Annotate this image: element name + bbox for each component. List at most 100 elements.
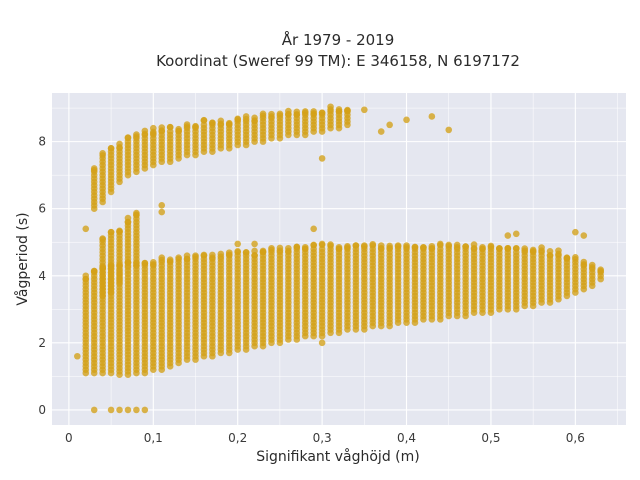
wind-sea-point: [82, 275, 90, 283]
wind-sea-point: [403, 242, 410, 249]
wind-sea-point: [529, 246, 537, 254]
outlier-point: [386, 121, 393, 129]
swell-point: [242, 115, 250, 123]
outlier-point: [580, 232, 588, 239]
swell-point: [335, 108, 343, 115]
wind-sea-point: [470, 241, 478, 248]
wind-sea-point: [352, 242, 360, 249]
wind-sea-point: [580, 258, 588, 266]
y-tick-label: 4: [38, 269, 46, 283]
wind-sea-point: [268, 244, 275, 252]
outlier-point: [234, 240, 242, 248]
wind-sea-point: [225, 249, 233, 256]
wind-sea-point: [462, 243, 469, 250]
swell-point: [310, 110, 317, 117]
swell-point: [183, 123, 191, 130]
outlier-point: [310, 225, 317, 233]
swell-point: [285, 110, 292, 118]
wind-sea-point: [597, 266, 604, 274]
x-tick-label: 0,4: [397, 431, 416, 445]
wind-sea-point: [285, 244, 292, 252]
y-axis-title: Vågperiod (s): [14, 212, 31, 305]
swell-point: [166, 123, 174, 131]
mid-cluster-point: [116, 228, 123, 235]
wind-sea-point: [259, 247, 267, 255]
mid-cluster-point: [124, 218, 132, 226]
swell-point: [234, 115, 242, 123]
wind-sea-point: [411, 243, 419, 251]
swell-point: [99, 150, 106, 157]
wind-sea-point: [149, 261, 157, 268]
wind-sea-point: [436, 241, 444, 249]
wind-sea-point: [234, 247, 242, 255]
chart-title-line-1: År 1979 - 2019: [282, 30, 395, 49]
wind-sea-point: [555, 247, 562, 254]
outlier-point: [133, 406, 140, 414]
tick-labels: 0 0,1 0,2 0,3 0,4 0,5 0,6 0 2 4 6 8: [38, 135, 585, 445]
wind-sea-point: [453, 243, 461, 251]
outlier-point: [504, 232, 512, 239]
swell-point: [200, 117, 208, 124]
wind-sea-point: [504, 244, 512, 252]
outlier-point: [158, 366, 166, 373]
swell-point: [268, 113, 275, 120]
mid-cluster-point: [107, 228, 115, 236]
outlier-point: [572, 228, 579, 236]
wind-sea-point: [588, 261, 596, 269]
y-tick-label: 2: [38, 336, 46, 350]
outlier-point: [74, 352, 81, 360]
swell-point: [327, 103, 334, 111]
chart-title-line-2: Koordinat (Sweref 99 TM): E 346158, N 61…: [156, 52, 520, 70]
swell-point: [90, 166, 98, 174]
wind-sea-point: [496, 244, 503, 252]
wind-sea-point: [141, 259, 149, 267]
outlier-point: [107, 406, 115, 414]
wind-sea-point: [301, 243, 309, 251]
wind-sea-point: [242, 248, 250, 256]
outlier-point: [512, 230, 520, 238]
swell-point: [293, 111, 301, 118]
wind-sea-point: [369, 240, 377, 248]
swell-point: [107, 145, 115, 152]
wind-sea-point: [318, 240, 326, 248]
y-tick-label: 8: [38, 135, 46, 149]
wind-sea-point: [175, 256, 182, 263]
swell-point: [192, 122, 199, 130]
swell-point: [318, 109, 326, 117]
swell-point: [259, 110, 267, 118]
data-points: [74, 103, 604, 414]
wind-sea-point: [394, 243, 402, 250]
swell-point: [158, 124, 166, 131]
x-tick-label: 0,3: [313, 431, 332, 445]
swell-point: [141, 130, 149, 138]
wind-sea-point: [293, 243, 301, 251]
outlier-point: [141, 406, 149, 414]
mid-cluster-point: [133, 209, 140, 217]
outlier-point: [403, 116, 410, 124]
outlier-point: [149, 124, 157, 132]
wind-sea-point: [445, 241, 453, 249]
wind-sea-point: [158, 254, 166, 261]
outlier-point: [90, 406, 98, 414]
mid-cluster-point: [99, 236, 106, 243]
x-axis-title: Signifikant våghöjd (m): [256, 448, 419, 465]
outlier-point: [318, 155, 326, 162]
outlier-point: [158, 202, 166, 209]
wind-sea-point: [512, 245, 520, 252]
outlier-point: [377, 128, 385, 135]
wind-sea-point: [335, 245, 343, 253]
wind-sea-point: [200, 252, 208, 259]
swell-point: [217, 120, 225, 128]
y-tick-label: 6: [38, 202, 46, 216]
wind-sea-point: [521, 247, 529, 254]
swell-point: [116, 140, 123, 148]
y-tick-label: 0: [38, 403, 46, 417]
outlier-point: [428, 113, 436, 120]
outlier-point: [361, 106, 368, 114]
wind-sea-point: [209, 251, 216, 259]
wind-sea-point: [327, 241, 334, 248]
wind-sea-point: [377, 244, 385, 252]
swell-point: [124, 134, 132, 141]
wind-sea-point: [276, 244, 284, 252]
